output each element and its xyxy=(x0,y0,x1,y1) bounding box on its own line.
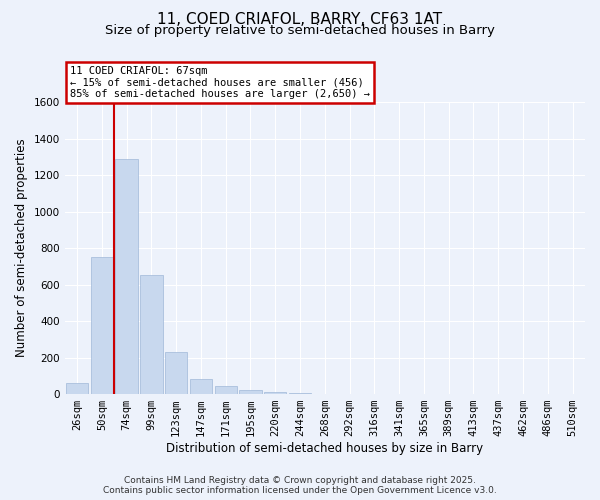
Y-axis label: Number of semi-detached properties: Number of semi-detached properties xyxy=(15,139,28,358)
Bar xyxy=(239,390,262,394)
Bar xyxy=(165,352,187,394)
X-axis label: Distribution of semi-detached houses by size in Barry: Distribution of semi-detached houses by … xyxy=(166,442,484,455)
Text: 11 COED CRIAFOL: 67sqm
← 15% of semi-detached houses are smaller (456)
85% of se: 11 COED CRIAFOL: 67sqm ← 15% of semi-det… xyxy=(70,66,370,99)
Bar xyxy=(115,158,138,394)
Text: Contains HM Land Registry data © Crown copyright and database right 2025.
Contai: Contains HM Land Registry data © Crown c… xyxy=(103,476,497,495)
Text: 11, COED CRIAFOL, BARRY, CF63 1AT: 11, COED CRIAFOL, BARRY, CF63 1AT xyxy=(157,12,443,28)
Bar xyxy=(66,383,88,394)
Bar xyxy=(91,257,113,394)
Bar xyxy=(190,378,212,394)
Bar xyxy=(215,386,237,394)
Bar xyxy=(289,393,311,394)
Bar xyxy=(140,276,163,394)
Text: Size of property relative to semi-detached houses in Barry: Size of property relative to semi-detach… xyxy=(105,24,495,37)
Bar xyxy=(264,392,286,394)
